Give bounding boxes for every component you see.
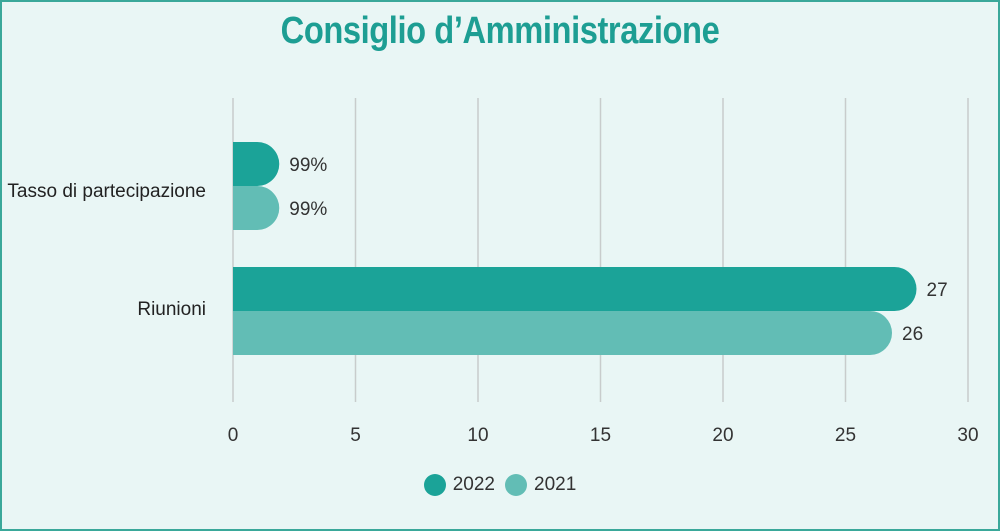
- x-tick-label-5: 5: [350, 425, 361, 446]
- category-label: Riunioni: [137, 299, 206, 320]
- legend-marker-2022: [423, 474, 446, 496]
- legend-item-2022[interactable]: 2022: [423, 474, 495, 496]
- category-label: Tasso di partecipazione: [7, 181, 206, 202]
- x-tick-label-20: 20: [712, 425, 733, 446]
- legend-label-2021: 2021: [534, 474, 577, 495]
- bar-2021: [233, 311, 892, 355]
- data-label: 99%: [289, 155, 327, 176]
- x-tick-label-15: 15: [590, 425, 611, 446]
- x-tick-label-30: 30: [957, 425, 978, 446]
- bar-2022: [233, 142, 280, 187]
- legend-marker-2021: [505, 474, 527, 496]
- x-tick-label-0: 0: [228, 425, 239, 446]
- x-tick-label-25: 25: [835, 425, 856, 446]
- bar-2021: [233, 186, 280, 230]
- legend: 2022 2021: [0, 474, 1000, 496]
- legend-item-2021[interactable]: 2021: [505, 474, 576, 496]
- data-label: 99%: [289, 199, 327, 220]
- data-label: 26: [902, 324, 923, 345]
- bar-2022: [233, 267, 917, 311]
- chart-title: Consiglio d’Amministrazione: [280, 10, 720, 52]
- legend-label-2022: 2022: [452, 474, 495, 495]
- data-label: 27: [927, 280, 948, 301]
- x-tick-label-10: 10: [467, 425, 488, 446]
